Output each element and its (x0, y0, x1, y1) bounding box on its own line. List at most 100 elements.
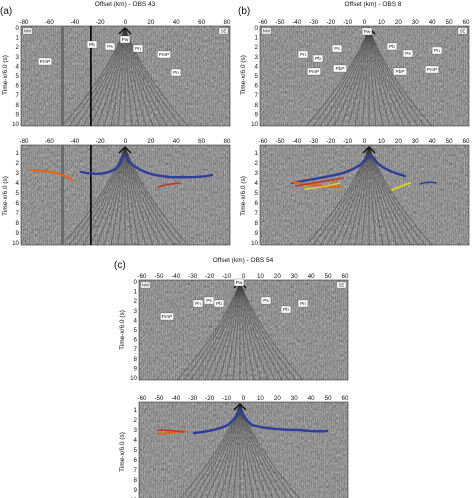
x-tick-label: 0 (363, 138, 367, 145)
energy-fan (190, 281, 241, 381)
phase-label-pn: Pn (431, 46, 443, 55)
x-tick-label: -50 (154, 395, 164, 402)
energy-fan (239, 281, 290, 381)
x-tick-label: 60 (342, 273, 349, 280)
y-tick-label: 2 (16, 160, 20, 167)
se-tag-box (457, 27, 468, 35)
energy-fan (326, 27, 370, 127)
energy-fan (197, 281, 241, 381)
phase-text: Pn (135, 46, 141, 52)
water-wave (118, 145, 132, 154)
x-tick-label: 40 (429, 138, 436, 145)
phase-box (160, 312, 174, 321)
phase-box (280, 305, 292, 314)
energy-fan (239, 281, 304, 381)
y-tick-label: 7 (16, 92, 20, 99)
nw-tag-label: NW (24, 29, 32, 34)
x-tick-label: 40 (308, 395, 315, 402)
energy-fan (225, 281, 241, 381)
phase-label-pb: Pb (386, 42, 398, 51)
phase-box (104, 42, 116, 51)
se-tag: SE (336, 281, 347, 289)
se-tag-label: SE (460, 29, 466, 34)
se-tag-box (218, 27, 229, 35)
water-wave (118, 26, 132, 35)
phase-text: PbP (395, 69, 404, 75)
phase-label-ps: Ps (402, 49, 414, 58)
energy-fan (232, 281, 241, 381)
phase-box (233, 278, 245, 287)
panel-c-lower-ylabel: Time-x/6.0 (s) (119, 432, 126, 472)
x-tick-label: 10 (378, 138, 385, 145)
x-tick-label: 40 (308, 273, 315, 280)
x-tick-label: 60 (342, 395, 349, 402)
y-tick-label: 6 (134, 337, 138, 344)
phase-box (402, 49, 414, 58)
phase-label-pw: Pw (119, 35, 131, 44)
y-tick-label: 3 (134, 308, 138, 315)
x-tick-label: 80 (224, 19, 231, 26)
energy-fan (211, 281, 241, 381)
y-tick-label: 3 (255, 54, 259, 61)
phase-box (170, 68, 182, 77)
energy-fan (204, 281, 241, 381)
phase-text: PmP (427, 67, 437, 73)
water-wave (233, 402, 247, 411)
x-tick-label: -60 (259, 138, 269, 145)
y-tick-label: 9 (134, 487, 138, 494)
panel-b-title: Offset (km) - OBS 8 (345, 1, 402, 8)
phase-text: Pw (364, 29, 371, 35)
se-tag: SE (457, 27, 468, 35)
x-tick-label: 0 (242, 273, 246, 280)
x-tick-label: -20 (326, 138, 336, 145)
phase-label-pb: Pb (86, 40, 98, 49)
x-tick-label: 40 (173, 138, 180, 145)
y-tick-label: 8 (134, 477, 138, 484)
x-tick-label: 50 (325, 395, 332, 402)
phase-box (297, 299, 309, 308)
panel-a-upper-ylabel: Time-x/6.0 (s) (2, 55, 9, 95)
energy-fan (305, 146, 370, 246)
nw-tag: NW (22, 27, 33, 35)
panel-c-up-section (138, 279, 349, 381)
pick-pmp-west (28, 168, 74, 182)
pick-pg-blue (192, 407, 329, 435)
y-tick-label: 2 (134, 298, 138, 305)
x-tick-label: 50 (446, 19, 453, 26)
x-tick-label: 30 (412, 138, 419, 145)
energy-fan (354, 27, 370, 127)
energy-fan (368, 146, 391, 246)
x-tick-label: 40 (173, 19, 180, 26)
x-tick-label: -40 (292, 19, 302, 26)
section-noise (21, 145, 230, 245)
phase-text: Pb (283, 307, 289, 313)
nw-tag-box (140, 281, 151, 289)
energy-fan (333, 27, 370, 127)
x-tick-label: -20 (326, 19, 336, 26)
x-tick-label: -40 (171, 395, 181, 402)
energy-fan (103, 146, 126, 246)
x-tick-label: 20 (274, 273, 281, 280)
phase-box (393, 67, 407, 76)
x-tick-label: 20 (274, 395, 281, 402)
energy-fan (239, 281, 255, 381)
y-tick-label: 7 (255, 210, 259, 217)
x-tick-label: -20 (205, 395, 215, 402)
x-tick-label: 20 (395, 19, 402, 26)
y-tick-label: 2 (134, 417, 138, 424)
x-tick-label: -20 (205, 273, 215, 280)
phase-label-ps: Ps (331, 44, 343, 53)
y-tick-label: 5 (255, 190, 259, 197)
energy-fan (239, 403, 248, 498)
phase-label-pw: Pw (233, 278, 245, 287)
y-tick-label: 10 (130, 375, 137, 382)
phase-box (157, 50, 171, 59)
panel-b-lower-ylabel: Time-x/6.0 (s) (240, 176, 247, 216)
y-tick-label: 7 (16, 210, 20, 217)
data-gap-band (61, 26, 64, 126)
y-tick-label: 7 (134, 467, 138, 474)
y-tick-label: 8 (134, 356, 138, 363)
phase-text: Pb (389, 44, 395, 50)
x-tick-label: -10 (343, 19, 353, 26)
